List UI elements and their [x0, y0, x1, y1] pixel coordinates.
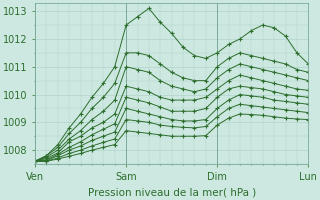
- X-axis label: Pression niveau de la mer( hPa ): Pression niveau de la mer( hPa ): [88, 187, 256, 197]
